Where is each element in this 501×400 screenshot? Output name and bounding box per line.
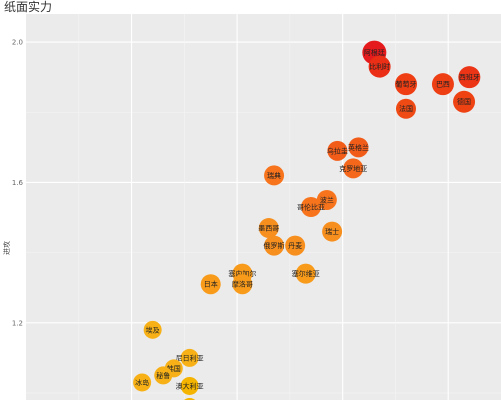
data-point [264, 235, 285, 256]
data-point-label: 韩国 [167, 364, 181, 373]
data-point [154, 366, 173, 385]
data-point-label: 克罗地亚 [339, 164, 367, 173]
y-tick-label: 1.2 [12, 319, 23, 327]
data-point-label: 英格兰 [348, 143, 369, 152]
data-point-label: 俄罗斯 [264, 241, 285, 250]
data-point-label: 德国 [457, 97, 471, 106]
data-point-label: 阿根廷 [364, 48, 385, 57]
chart-title: 纸面实力 [4, 0, 53, 14]
data-point-label: 西班牙 [459, 73, 480, 82]
data-point [180, 376, 199, 395]
data-point-label: 瑞士 [325, 227, 339, 236]
data-point [264, 165, 285, 186]
data-point [285, 235, 306, 256]
data-point-label: 哥伦比亚 [297, 203, 325, 212]
data-point [258, 218, 279, 239]
data-point [453, 90, 476, 113]
data-point-label: 日本 [204, 280, 218, 289]
data-point-label: 法国 [399, 104, 413, 113]
data-point-label: 丹麦 [288, 241, 302, 250]
data-point-label: 巴西 [436, 81, 450, 89]
data-point-label: 瑞典 [267, 171, 281, 180]
data-point [301, 197, 321, 217]
data-point [396, 98, 416, 119]
data-point-label: 墨西哥 [258, 225, 279, 233]
data-point-label: 冰岛 [135, 378, 149, 387]
plot-background [26, 14, 501, 400]
data-point [232, 274, 253, 295]
data-point [316, 189, 337, 210]
data-point [322, 221, 343, 242]
data-point [200, 274, 221, 295]
data-point-label: 波兰 [320, 195, 334, 204]
data-point [327, 140, 348, 161]
data-point [180, 348, 199, 367]
y-axis-label: 进攻 [2, 241, 11, 255]
data-point [348, 137, 369, 158]
data-point-label: 澳大利亚 [176, 381, 204, 390]
grid-lines [26, 14, 501, 400]
data-point-label: 塞内加尔 [228, 269, 256, 278]
data-point [395, 73, 417, 96]
data-point [368, 55, 391, 78]
y-tick-label: 1.6 [12, 179, 24, 187]
data-point-label: 尼日利亚 [176, 353, 204, 362]
data-point-label: 秘鲁 [156, 371, 170, 380]
data-point [133, 373, 152, 392]
data-point-label: 埃及 [146, 325, 160, 334]
data-point-label: 比利时 [369, 62, 390, 71]
data-point-label: 葡萄牙 [396, 80, 417, 89]
y-axis-ticks: 2.0 1.6 1.2 [12, 39, 24, 328]
data-point [143, 320, 162, 339]
data-point [343, 158, 364, 179]
data-point-label: 塞尔维亚 [292, 269, 320, 278]
data-point [431, 73, 454, 96]
y-tick-label: 2.0 [12, 39, 23, 47]
data-point-label: 摩洛哥 [232, 280, 253, 289]
data-point-label: 乌拉圭 [327, 146, 348, 155]
data-point [295, 263, 316, 284]
data-point [458, 66, 481, 89]
